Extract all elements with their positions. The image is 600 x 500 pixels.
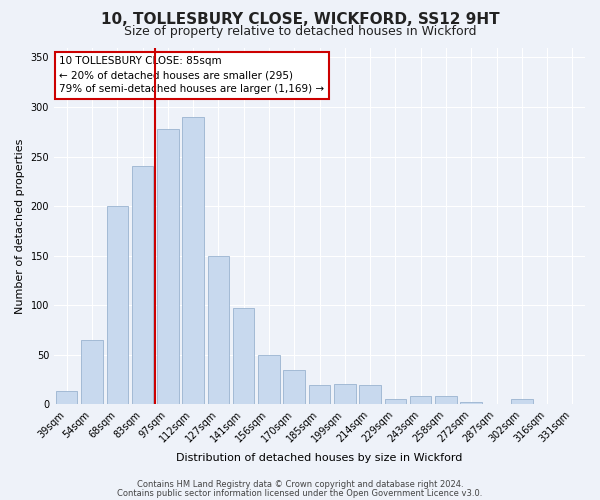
Bar [385, 400, 406, 404]
Text: Size of property relative to detached houses in Wickford: Size of property relative to detached ho… [124, 25, 476, 38]
Text: Contains public sector information licensed under the Open Government Licence v3: Contains public sector information licen… [118, 488, 482, 498]
Bar [435, 396, 457, 404]
Text: Contains HM Land Registry data © Crown copyright and database right 2024.: Contains HM Land Registry data © Crown c… [137, 480, 463, 489]
Bar [410, 396, 431, 404]
Bar [283, 370, 305, 404]
Bar [208, 256, 229, 404]
Bar [359, 386, 381, 404]
Bar [309, 386, 330, 404]
Bar [182, 117, 204, 405]
Bar [460, 402, 482, 404]
Y-axis label: Number of detached properties: Number of detached properties [15, 138, 25, 314]
Bar [334, 384, 356, 404]
Text: 10, TOLLESBURY CLOSE, WICKFORD, SS12 9HT: 10, TOLLESBURY CLOSE, WICKFORD, SS12 9HT [101, 12, 499, 28]
Bar [233, 308, 254, 404]
Bar [56, 392, 77, 404]
Bar [511, 400, 533, 404]
Bar [107, 206, 128, 404]
Bar [157, 129, 179, 404]
Bar [258, 354, 280, 405]
Bar [132, 166, 153, 404]
Bar [81, 340, 103, 404]
Text: 10 TOLLESBURY CLOSE: 85sqm
← 20% of detached houses are smaller (295)
79% of sem: 10 TOLLESBURY CLOSE: 85sqm ← 20% of deta… [59, 56, 325, 94]
X-axis label: Distribution of detached houses by size in Wickford: Distribution of detached houses by size … [176, 452, 463, 462]
